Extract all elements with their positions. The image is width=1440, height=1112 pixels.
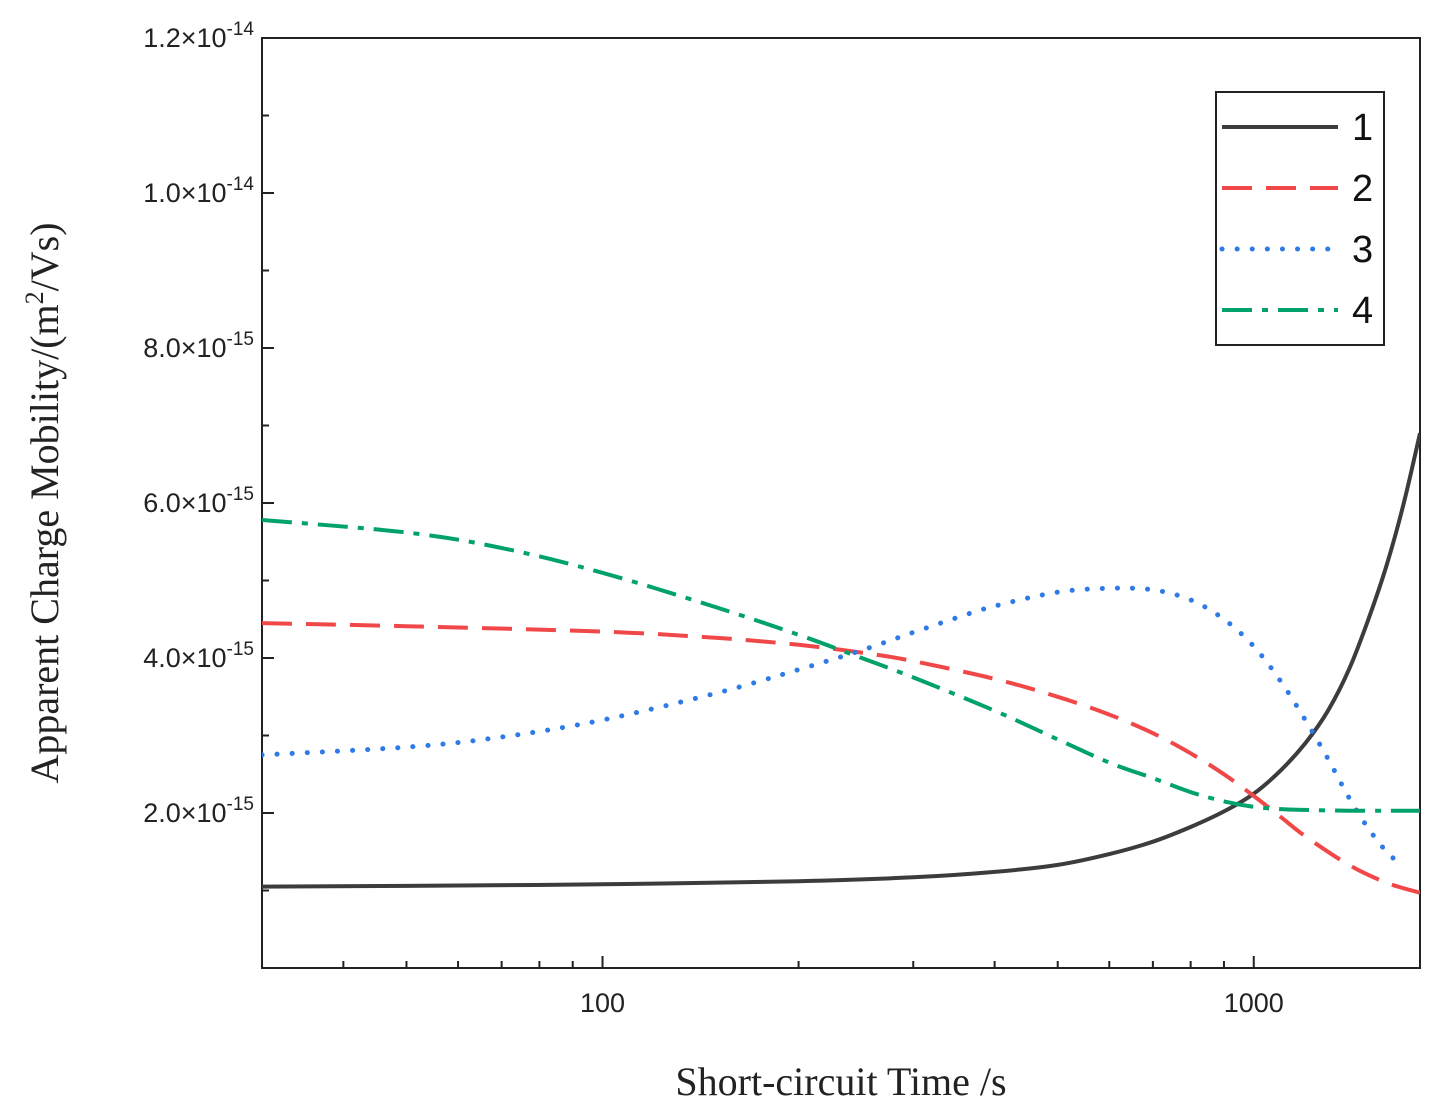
legend-label-3: 3 — [1352, 229, 1373, 271]
series-line-1 — [262, 432, 1420, 889]
x-tick-label: 100 — [580, 988, 625, 1018]
y-axis-label-prefix: Apparent Charge Mobility/(m — [22, 304, 67, 783]
legend-label-2: 2 — [1352, 168, 1373, 210]
y-tick-label: 2.0×10-15 — [143, 794, 254, 828]
y-tick-label: 1.2×10-14 — [143, 19, 254, 53]
legend-label-1: 1 — [1352, 107, 1373, 149]
legend-box — [1215, 91, 1385, 346]
y-axis-label-suffix: /Vs) — [22, 222, 67, 291]
x-axis-ticks: 100 1000 — [261, 956, 1284, 1018]
y-tick-label: 6.0×10-15 — [143, 484, 254, 518]
legend: 1 2 3 4 — [1215, 91, 1385, 346]
series-line-3 — [262, 585, 1407, 870]
x-tick-label: 1000 — [1224, 988, 1284, 1018]
y-axis-ticks: 2.0×10-15 4.0×10-15 6.0×10-15 8.0×10-15 1.0×… — [143, 19, 274, 892]
legend-label-4: 4 — [1352, 290, 1373, 332]
y-axis-label-superscript: 2 — [20, 291, 49, 304]
y-axis-label: Apparent Charge Mobility/(m2/Vs) — [20, 222, 67, 783]
series-line-4 — [262, 518, 1420, 813]
series-line-2 — [262, 621, 1420, 895]
y-tick-label: 4.0×10-15 — [143, 639, 254, 673]
y-tick-label: 1.0×10-14 — [143, 174, 254, 208]
x-axis-label: Short-circuit Time /s — [675, 1059, 1006, 1104]
y-tick-label: 8.0×10-15 — [143, 329, 254, 363]
series-layer — [262, 432, 1420, 895]
